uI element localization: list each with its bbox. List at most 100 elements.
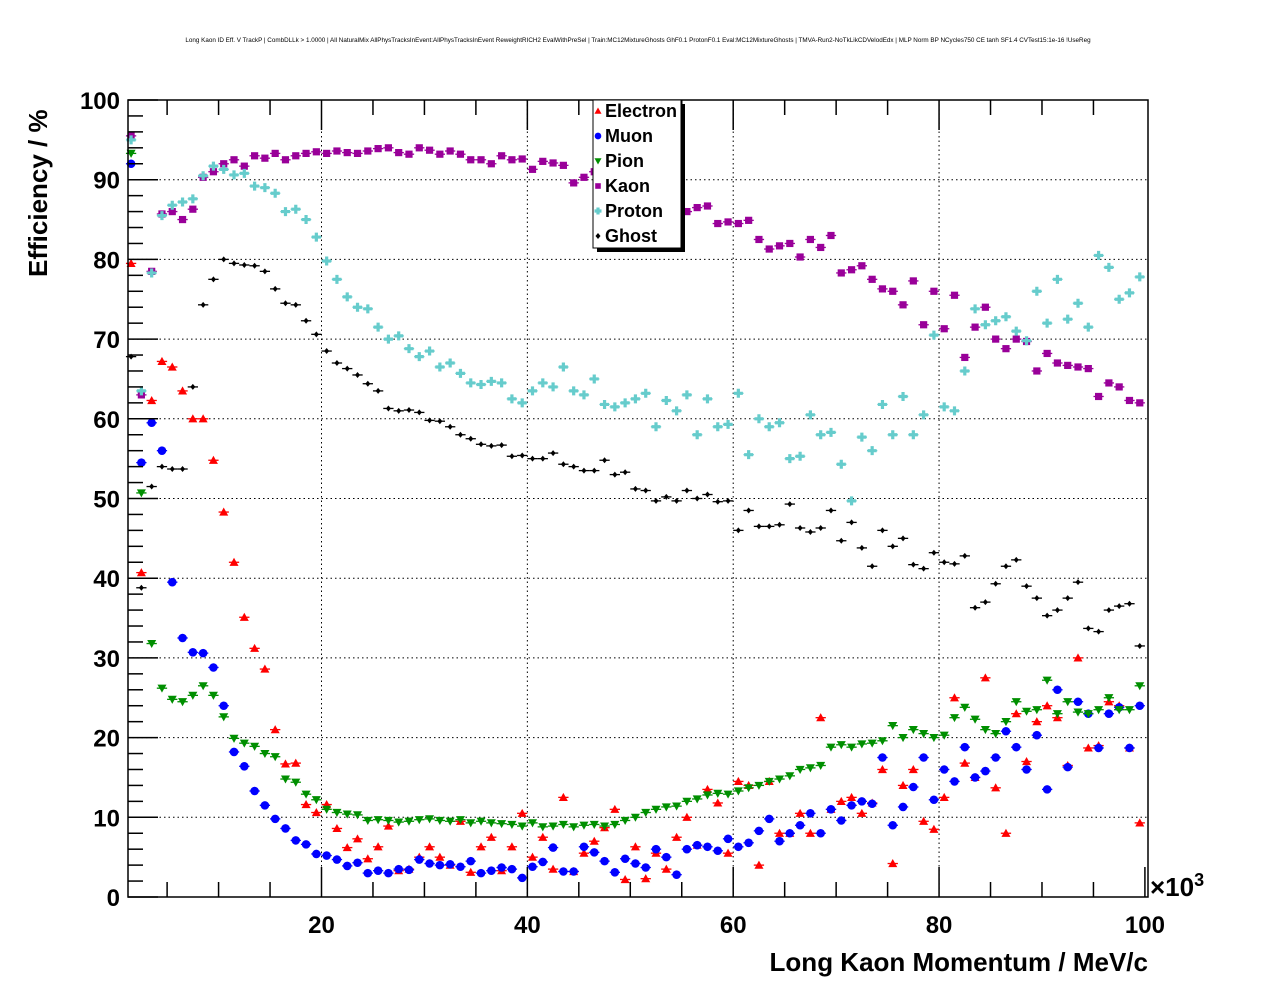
data-point bbox=[270, 814, 280, 824]
data-point bbox=[632, 485, 638, 492]
data-point bbox=[723, 848, 733, 857]
data-point bbox=[455, 368, 465, 378]
data-point bbox=[775, 242, 784, 250]
data-point bbox=[447, 423, 453, 430]
data-point bbox=[764, 777, 774, 786]
data-point bbox=[322, 851, 331, 860]
data-point bbox=[239, 739, 249, 748]
data-point bbox=[260, 749, 270, 759]
data-point bbox=[899, 301, 907, 309]
data-point bbox=[960, 742, 970, 752]
data-point bbox=[591, 467, 597, 474]
data-point bbox=[476, 868, 486, 878]
data-point bbox=[497, 820, 507, 829]
data-point bbox=[457, 431, 463, 438]
data-point bbox=[147, 395, 157, 405]
data-point bbox=[342, 292, 352, 302]
data-point bbox=[888, 859, 898, 868]
data-point bbox=[702, 791, 712, 800]
data-point bbox=[466, 856, 476, 866]
data-point bbox=[271, 149, 279, 157]
data-point bbox=[817, 243, 825, 252]
data-point bbox=[466, 867, 476, 876]
legend-marker-proton bbox=[594, 207, 602, 215]
data-point bbox=[549, 159, 557, 167]
data-point bbox=[157, 356, 167, 366]
data-point bbox=[1042, 676, 1052, 685]
data-point bbox=[723, 419, 733, 429]
data-point bbox=[250, 181, 260, 191]
y-tick-label: 20 bbox=[93, 726, 120, 753]
data-point bbox=[900, 535, 906, 542]
data-point bbox=[373, 842, 383, 851]
data-point bbox=[550, 450, 556, 457]
data-point bbox=[579, 821, 589, 830]
data-point bbox=[415, 144, 423, 152]
data-point bbox=[919, 730, 929, 739]
data-point bbox=[487, 160, 495, 168]
data-point bbox=[291, 836, 301, 845]
data-point bbox=[672, 802, 682, 811]
data-point bbox=[1136, 399, 1144, 407]
data-point bbox=[1011, 698, 1021, 707]
data-point bbox=[816, 761, 826, 770]
data-point bbox=[970, 773, 980, 782]
data-point bbox=[692, 840, 702, 850]
data-point bbox=[355, 371, 361, 378]
data-point bbox=[239, 612, 249, 621]
data-point bbox=[332, 808, 342, 818]
data-point bbox=[949, 693, 959, 702]
data-point bbox=[630, 842, 640, 851]
data-point bbox=[425, 346, 435, 356]
data-point bbox=[765, 245, 773, 253]
data-point bbox=[1063, 762, 1072, 772]
chart-title: Long Kaon ID Eff. V TrackP | CombDLLk > … bbox=[185, 37, 1091, 44]
data-point bbox=[478, 441, 484, 448]
data-point bbox=[507, 842, 517, 851]
data-point bbox=[209, 663, 218, 672]
data-point bbox=[795, 808, 805, 817]
data-point bbox=[342, 843, 352, 852]
data-point bbox=[1032, 286, 1042, 296]
data-point bbox=[702, 784, 712, 794]
data-point bbox=[682, 390, 692, 400]
data-point bbox=[528, 386, 538, 396]
data-point bbox=[363, 816, 373, 825]
data-point bbox=[859, 544, 865, 551]
data-point bbox=[745, 216, 753, 224]
data-point bbox=[498, 152, 506, 160]
data-point bbox=[890, 543, 896, 550]
data-point bbox=[250, 786, 259, 796]
data-point bbox=[602, 457, 608, 464]
data-point bbox=[396, 407, 402, 414]
data-point bbox=[384, 144, 393, 152]
data-point bbox=[775, 828, 785, 837]
data-point bbox=[374, 145, 382, 153]
data-point bbox=[528, 819, 538, 828]
data-point bbox=[558, 362, 568, 372]
data-point bbox=[724, 218, 732, 226]
data-point bbox=[558, 820, 568, 829]
data-point bbox=[1094, 743, 1103, 753]
data-point bbox=[455, 816, 465, 825]
data-point bbox=[867, 446, 877, 456]
x-tick-label: 20 bbox=[308, 912, 335, 939]
data-point bbox=[898, 780, 908, 790]
data-point bbox=[262, 268, 268, 275]
data-point bbox=[641, 874, 651, 883]
data-point bbox=[466, 378, 476, 388]
data-point bbox=[857, 797, 867, 806]
data-point bbox=[981, 303, 989, 311]
data-point bbox=[136, 568, 146, 577]
data-point bbox=[178, 386, 188, 395]
data-point bbox=[571, 463, 577, 470]
data-point bbox=[476, 842, 486, 851]
data-point bbox=[528, 852, 538, 861]
data-point bbox=[993, 580, 999, 587]
data-point bbox=[785, 828, 795, 838]
data-point bbox=[1001, 312, 1011, 322]
data-point bbox=[713, 846, 723, 856]
data-point bbox=[805, 764, 815, 773]
data-point bbox=[919, 753, 928, 762]
data-point bbox=[651, 422, 661, 432]
